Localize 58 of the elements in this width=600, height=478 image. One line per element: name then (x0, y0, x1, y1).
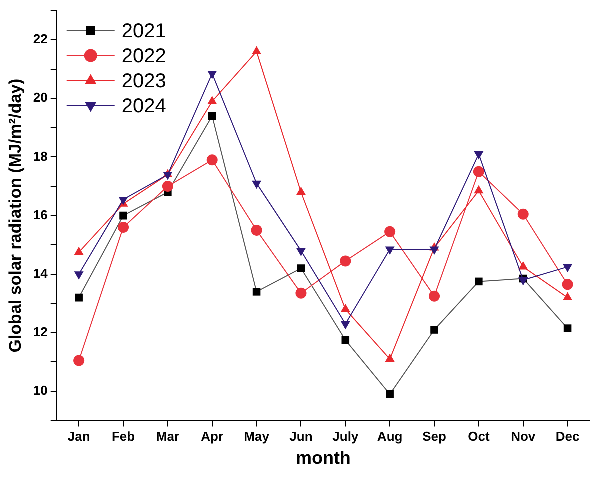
x-tick-label: Jun (290, 429, 313, 444)
x-tick-label: Mar (156, 429, 180, 444)
point (297, 264, 306, 272)
x-tick-label: Dec (556, 429, 580, 444)
x-tick-label: Feb (112, 429, 136, 444)
point (430, 326, 438, 334)
point (74, 246, 84, 256)
x-axis-title: month (296, 448, 351, 468)
point (340, 321, 350, 330)
y-tick-label: 20 (33, 90, 48, 106)
point (562, 279, 574, 290)
point (518, 262, 528, 270)
point (208, 96, 218, 104)
x-tick-label: July (332, 429, 360, 444)
point (120, 212, 128, 220)
point (252, 46, 262, 55)
y-axis-title: Global solar radiation (MJ/m²/day) (6, 78, 25, 353)
point (340, 256, 352, 267)
point (342, 336, 350, 344)
y-tick-label: 14 (33, 266, 49, 281)
point (162, 181, 174, 192)
point (251, 224, 262, 236)
point (384, 226, 396, 238)
point (296, 186, 306, 196)
point (252, 288, 261, 296)
point (564, 324, 572, 332)
point (386, 390, 394, 398)
x-tick-label: Aug (377, 429, 403, 444)
x-tick-label: Nov (511, 429, 536, 444)
point (429, 290, 440, 302)
point (518, 277, 528, 286)
x-tick-label: Oct (468, 429, 490, 444)
point (518, 208, 529, 220)
y-tick-label: 12 (33, 324, 48, 340)
legend-label: 2023 (122, 70, 166, 92)
point (475, 278, 483, 286)
point (296, 288, 307, 299)
point (75, 294, 83, 302)
x-tick-label: May (244, 429, 270, 444)
legend-label: 2024 (122, 95, 166, 118)
point (206, 154, 218, 166)
legend-label: 2021 (122, 20, 166, 42)
y-tick-label: 10 (33, 383, 48, 398)
point (74, 355, 85, 366)
legend-label: 2022 (122, 45, 166, 68)
point (474, 185, 484, 194)
y-tick-label: 22 (33, 32, 48, 47)
point (118, 222, 130, 234)
x-tick-label: Apr (201, 429, 224, 444)
point (340, 304, 350, 312)
point (563, 292, 573, 301)
point (208, 112, 216, 120)
y-tick-label: 16 (33, 207, 48, 222)
x-tick-label: Jan (68, 429, 90, 444)
y-tick-label: 18 (33, 148, 48, 164)
x-tick-label: Sep (422, 429, 446, 444)
point (473, 166, 484, 178)
point (385, 354, 395, 362)
